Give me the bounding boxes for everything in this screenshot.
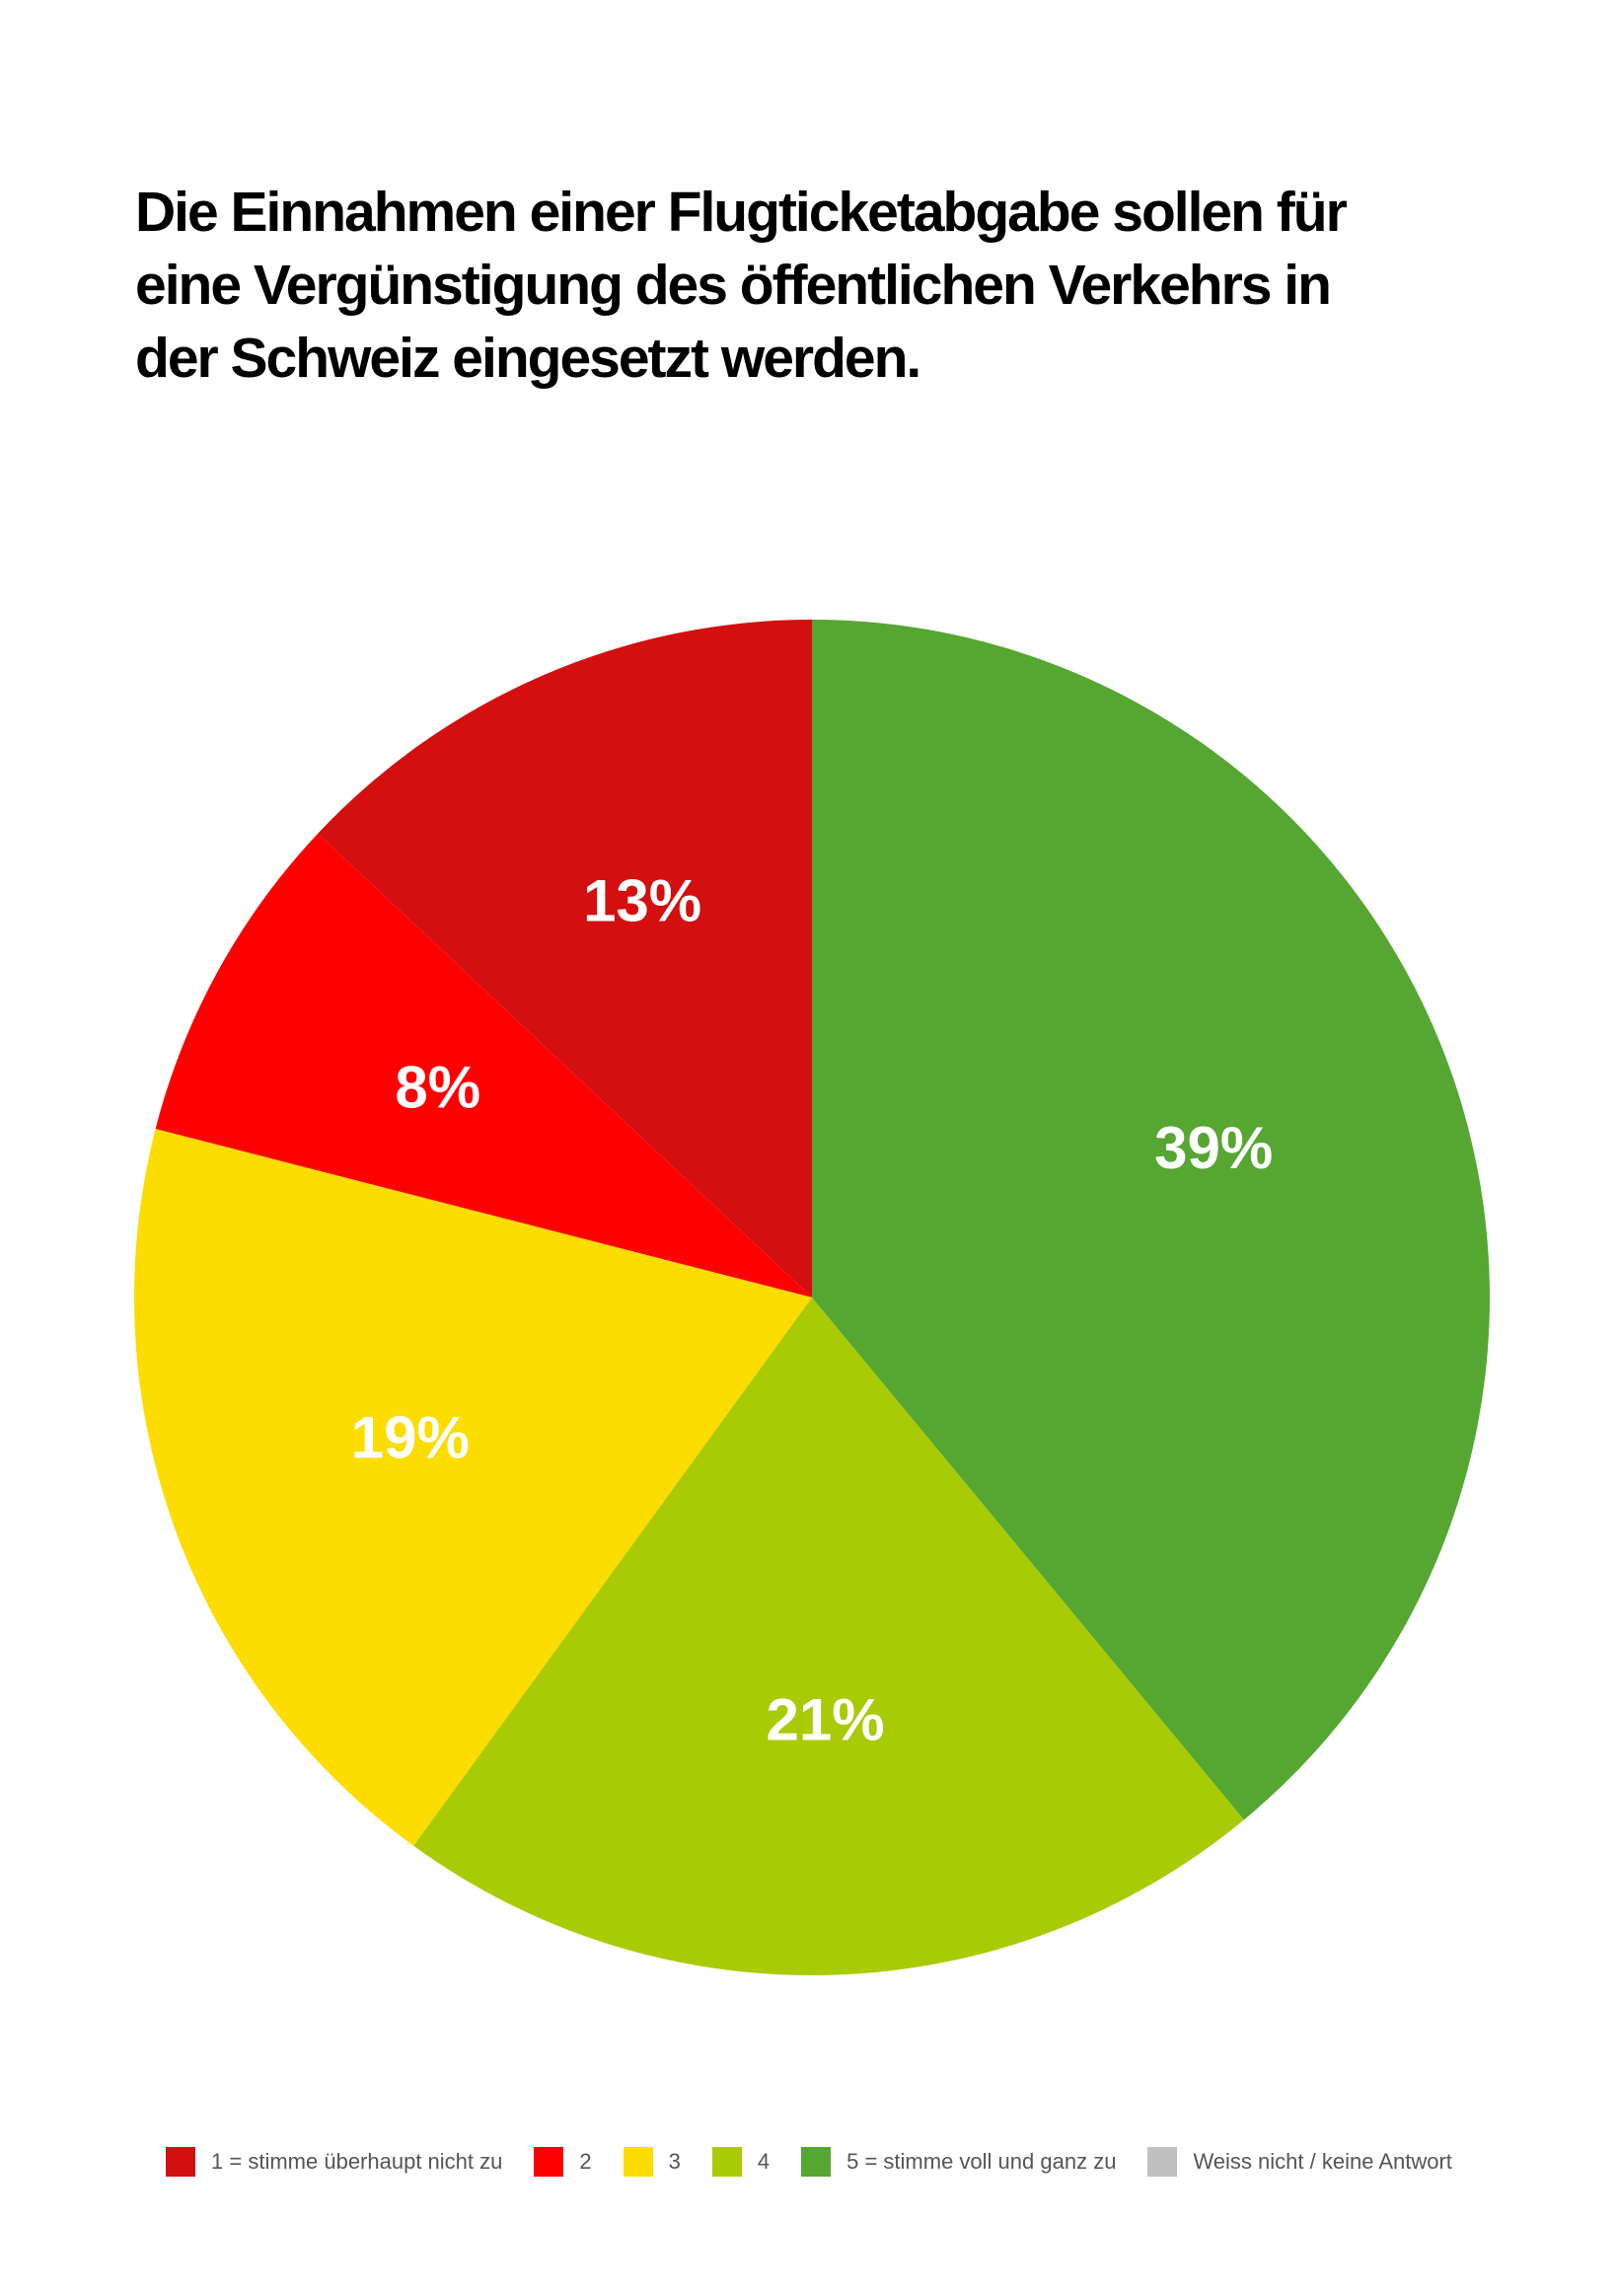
legend-item: 5 = stimme voll und ganz zu (801, 2147, 1116, 2177)
data-label: 8% (395, 1054, 480, 1120)
data-label: 21% (767, 1686, 885, 1752)
legend-item: 2 (534, 2147, 592, 2177)
data-label: 19% (351, 1404, 470, 1470)
legend-swatch (534, 2147, 564, 2177)
legend-label: 2 (579, 2149, 592, 2174)
pie-slice (155, 833, 812, 1297)
legend-item: 4 (711, 2147, 771, 2177)
data-label: 39% (1154, 1115, 1273, 1181)
legend-swatch (166, 2147, 196, 2177)
chart-title: Die Einnahmen einer Flugticketabgabe sol… (135, 181, 1348, 390)
pie-slice (413, 1297, 1244, 1976)
legend-swatch (801, 2147, 832, 2177)
legend-label: 1 = stimme überhaupt nicht zu (211, 2149, 503, 2174)
legend-item: 3 (623, 2147, 681, 2177)
legend-item: 1 = stimme überhaupt nicht zu (166, 2147, 502, 2177)
legend-label: Weiss nicht / keine Antwort (1193, 2149, 1452, 2174)
legend-label: 4 (757, 2149, 771, 2174)
legend-label: 5 = stimme voll und ganz zu (846, 2149, 1117, 2174)
pie-slice (812, 620, 1490, 1820)
legend-item: Weiss nicht / keine Antwort (1147, 2147, 1452, 2177)
legend: 1 = stimme überhaupt nicht zu 2 3 4 5 = stim… (0, 2147, 1618, 2177)
data-label: 13% (583, 868, 701, 934)
pie-slice (318, 620, 812, 1297)
legend-label: 3 (668, 2149, 681, 2174)
legend-swatch (1147, 2147, 1178, 2177)
legend-swatch (623, 2147, 653, 2177)
legend-swatch (711, 2147, 742, 2177)
pie-slice (133, 1129, 812, 1846)
